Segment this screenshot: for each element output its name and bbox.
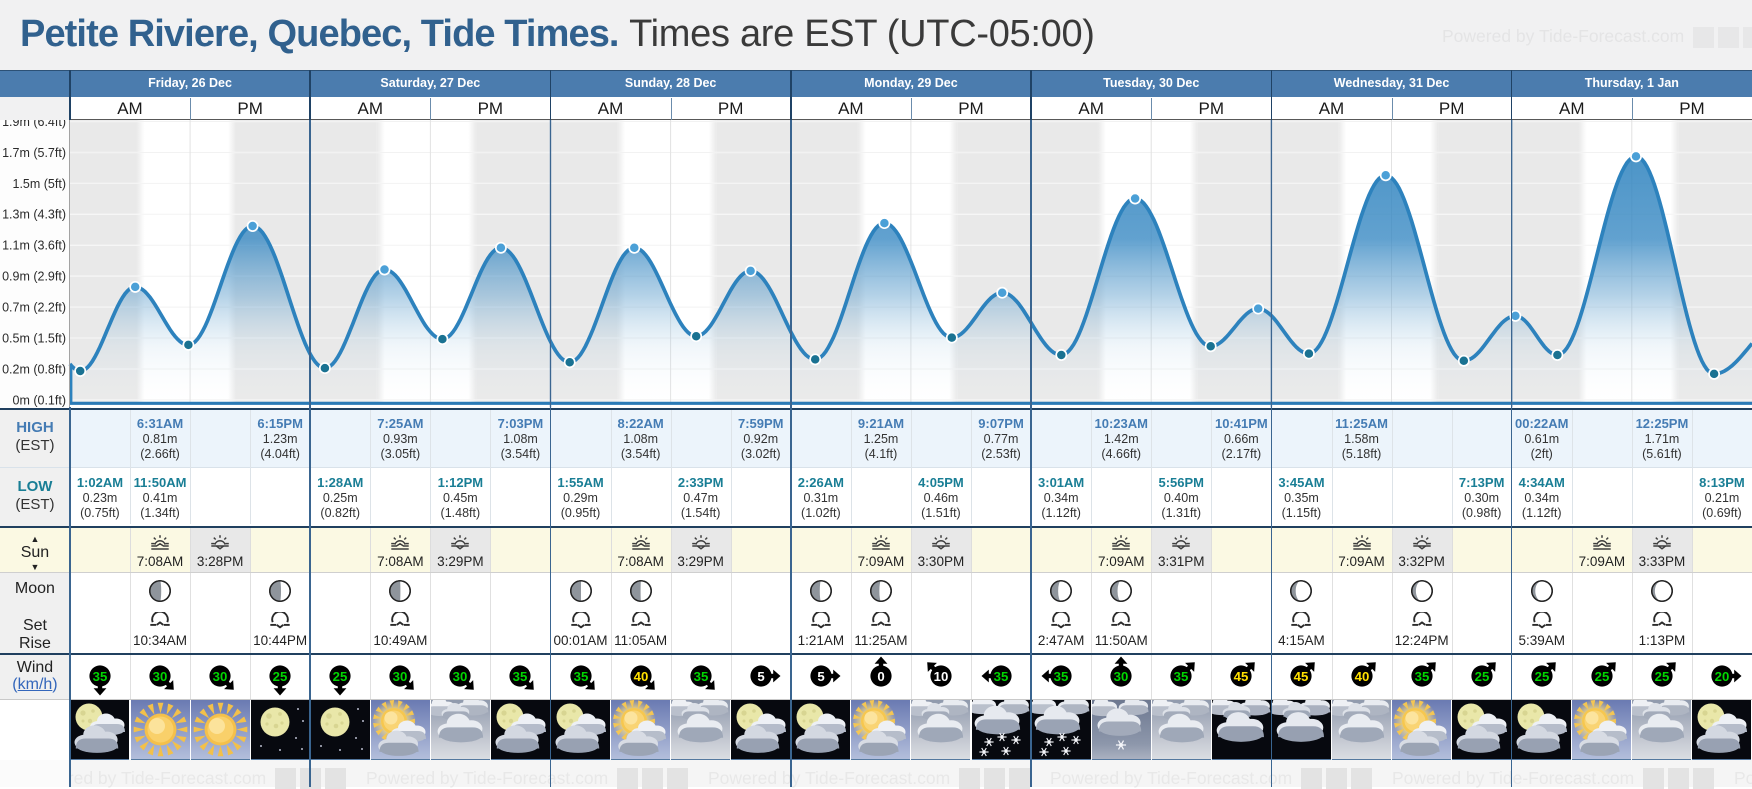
svg-text:45: 45 xyxy=(1294,668,1309,683)
svg-text:1.5m (5ft): 1.5m (5ft) xyxy=(13,177,67,191)
svg-text:0.2m (0.8ft): 0.2m (0.8ft) xyxy=(2,362,66,376)
svg-text:30: 30 xyxy=(453,668,468,683)
svg-text:35: 35 xyxy=(693,668,708,683)
svg-text:45: 45 xyxy=(1234,668,1249,683)
svg-text:25: 25 xyxy=(1655,668,1670,683)
svg-text:1.3m (4.3ft): 1.3m (4.3ft) xyxy=(2,208,66,222)
svg-text:30: 30 xyxy=(393,668,408,683)
svg-text:20: 20 xyxy=(1715,668,1730,683)
svg-text:35: 35 xyxy=(93,668,108,683)
svg-text:35: 35 xyxy=(994,668,1009,683)
svg-text:0.5m (1.5ft): 0.5m (1.5ft) xyxy=(2,331,66,345)
svg-text:35: 35 xyxy=(513,668,528,683)
svg-text:25: 25 xyxy=(333,668,348,683)
svg-text:1.7m (5.7ft): 1.7m (5.7ft) xyxy=(2,146,66,160)
svg-text:25: 25 xyxy=(1534,668,1549,683)
svg-text:25: 25 xyxy=(1595,668,1610,683)
svg-text:0.7m (2.2ft): 0.7m (2.2ft) xyxy=(2,301,66,315)
svg-text:1.1m (3.6ft): 1.1m (3.6ft) xyxy=(2,239,66,253)
svg-text:1.9m (6.4ft): 1.9m (6.4ft) xyxy=(2,120,66,129)
svg-text:40: 40 xyxy=(633,668,648,683)
svg-text:25: 25 xyxy=(1474,668,1489,683)
svg-text:35: 35 xyxy=(1054,668,1069,683)
svg-text:35: 35 xyxy=(573,668,588,683)
svg-text:10: 10 xyxy=(934,668,949,683)
svg-text:35: 35 xyxy=(1174,668,1189,683)
svg-text:35: 35 xyxy=(1414,668,1429,683)
svg-text:40: 40 xyxy=(1354,668,1369,683)
svg-text:0m (0.1ft): 0m (0.1ft) xyxy=(13,393,67,407)
svg-text:5: 5 xyxy=(817,668,824,683)
svg-text:30: 30 xyxy=(213,668,228,683)
svg-text:0.9m (2.9ft): 0.9m (2.9ft) xyxy=(2,270,66,284)
svg-text:30: 30 xyxy=(153,668,168,683)
svg-text:5: 5 xyxy=(757,668,764,683)
svg-text:0: 0 xyxy=(877,668,884,683)
svg-text:30: 30 xyxy=(1114,668,1129,683)
svg-text:25: 25 xyxy=(273,668,288,683)
